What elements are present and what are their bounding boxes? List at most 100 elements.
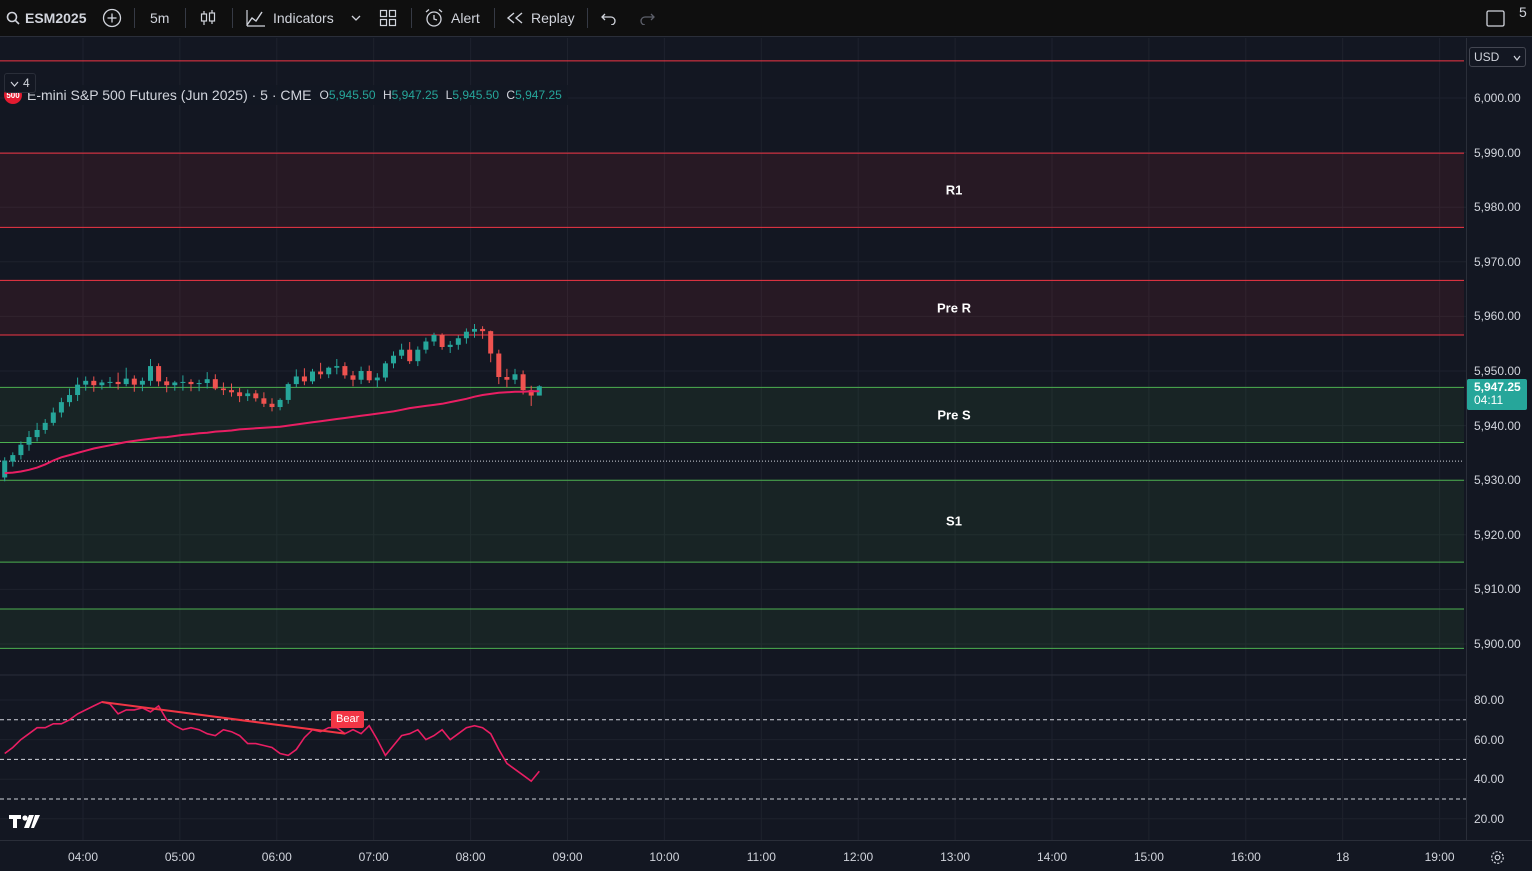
time-label: 07:00 <box>358 850 389 864</box>
candle-body <box>520 374 526 391</box>
price-tick: 5,940.00 <box>1474 418 1521 433</box>
grid-lines <box>0 38 1466 840</box>
fullscreen-button[interactable] <box>1486 0 1505 36</box>
candle-body <box>115 381 121 385</box>
toolbar-overflow-text: 5 <box>1519 4 1527 20</box>
redo-button[interactable] <box>638 0 656 36</box>
candle-body <box>26 437 32 445</box>
candle <box>83 376 89 391</box>
undo-button[interactable] <box>600 0 618 36</box>
price-tick: 5,990.00 <box>1474 145 1521 160</box>
candle-body <box>229 390 234 393</box>
candle <box>472 324 477 338</box>
candle-body <box>148 366 153 381</box>
candle-body <box>399 349 405 356</box>
replay-button[interactable]: Replay <box>506 0 575 36</box>
grid-icon <box>379 9 397 27</box>
candle <box>334 358 340 375</box>
chart-canvas[interactable] <box>0 38 1466 840</box>
price-scale[interactable]: USD 6,000.00 5,990.00 5,980.00 5,970.00 5,96… <box>1466 38 1532 840</box>
candle-body <box>326 367 332 375</box>
candle-body <box>188 381 194 385</box>
price-tick: 5,920.00 <box>1474 527 1521 542</box>
search-icon <box>6 11 20 25</box>
candle <box>180 375 186 391</box>
indicators-dropdown[interactable] <box>351 0 361 36</box>
time-label: 06:00 <box>261 850 292 864</box>
top-toolbar: ESM2025 5m Indicators Alert <box>0 0 1532 37</box>
zone-box <box>0 387 1464 443</box>
candle <box>374 373 380 388</box>
zone-box <box>0 609 1464 649</box>
candle <box>310 368 315 385</box>
currency-label: USD <box>1474 50 1500 64</box>
symbol-search[interactable]: ESM2025 <box>6 0 86 36</box>
zone-label-pre-s: Pre S <box>937 407 971 423</box>
toolbar-divider <box>185 8 186 28</box>
candle-body <box>512 374 518 380</box>
price-tick: 5,960.00 <box>1474 309 1521 324</box>
candle-body <box>358 371 364 380</box>
candle-body <box>212 379 218 389</box>
price-tick: 6,000.00 <box>1474 91 1521 105</box>
open-key: O <box>319 88 329 102</box>
zone-box <box>0 280 1464 335</box>
candle <box>504 368 510 388</box>
candle-body <box>75 384 81 396</box>
candle-body <box>374 377 380 381</box>
low-key: L <box>445 88 453 102</box>
compare-add-button[interactable] <box>102 0 122 36</box>
candle <box>34 422 40 442</box>
candle-body <box>139 380 145 385</box>
time-label: 14:00 <box>1036 850 1068 864</box>
replay-label: Replay <box>531 10 575 26</box>
time-label: 12:00 <box>843 850 874 864</box>
indicators-button[interactable]: Indicators <box>246 0 334 36</box>
candle <box>196 379 202 392</box>
redo-icon <box>638 11 656 25</box>
candle <box>463 328 469 344</box>
candlestick-icon <box>199 9 217 27</box>
candle-body <box>382 363 388 378</box>
settings-button[interactable] <box>1490 850 1505 870</box>
low-value: 5,945.50 <box>452 88 500 102</box>
chart-type-button[interactable] <box>199 0 217 36</box>
indicator-count: 4 <box>23 76 30 90</box>
toolbar-divider <box>232 8 233 28</box>
chevron-down-icon <box>1513 50 1521 64</box>
time-label: 18 <box>1336 850 1350 864</box>
indicators-collapse-button[interactable]: 4 <box>4 73 36 93</box>
candle <box>91 376 97 392</box>
candle-body <box>447 344 453 347</box>
candle <box>512 368 518 385</box>
candle <box>447 340 453 353</box>
candle-body <box>156 366 162 382</box>
candle-body <box>220 388 226 391</box>
time-label: 05:00 <box>164 850 195 864</box>
templates-button[interactable] <box>379 0 397 36</box>
time-label: 16:00 <box>1230 850 1261 864</box>
gear-icon <box>1490 851 1505 869</box>
oscillator-tick: 40.00 <box>1474 772 1505 787</box>
chevron-down-icon <box>10 76 19 90</box>
tradingview-logo[interactable] <box>9 813 41 834</box>
candle-body <box>2 460 8 478</box>
candle <box>148 358 153 386</box>
candle <box>42 419 48 434</box>
currency-select[interactable]: USD <box>1469 47 1526 67</box>
interval-button[interactable]: 5m <box>150 0 169 36</box>
candle <box>220 382 226 396</box>
zones-layer <box>0 60 1464 649</box>
candle <box>399 343 405 359</box>
zone-box <box>0 480 1464 563</box>
alert-button[interactable]: Alert <box>424 0 480 36</box>
moving-average-layer <box>4 390 540 475</box>
candle <box>156 363 162 387</box>
candle-body <box>528 390 534 396</box>
time-axis[interactable]: 04:00 05:00 06:00 07:00 08:00 09:00 10:00 11:00… <box>0 840 1532 871</box>
legend-title[interactable]: E-mini S&P 500 Futures (Jun 2025) · 5 · … <box>27 87 312 103</box>
chart-pane[interactable]: R1 Pre R Pre S S1 500 E-mini S&P 500 Future… <box>0 38 1466 840</box>
candle <box>439 333 445 350</box>
candle <box>391 351 396 369</box>
time-label: 15:00 <box>1133 850 1164 864</box>
